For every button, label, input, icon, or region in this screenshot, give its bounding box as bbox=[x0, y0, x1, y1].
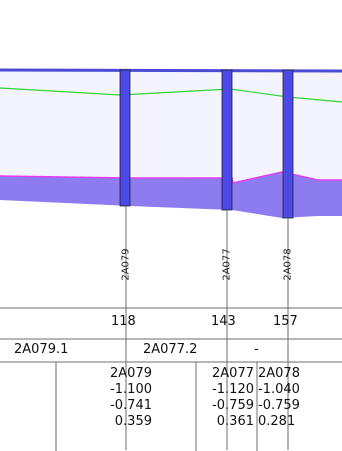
distance-2A078: 157 bbox=[273, 314, 298, 329]
node-column-2A078[interactable] bbox=[282, 69, 294, 219]
values-2A079: 2A079 -1.100 -0.741 0.359 bbox=[100, 366, 152, 430]
node-column-2A079[interactable] bbox=[119, 69, 131, 207]
cell-value: -0.759 bbox=[212, 398, 254, 413]
cell-value: 0.361 bbox=[216, 414, 254, 429]
cell-name: 2A078 bbox=[258, 366, 300, 381]
water-region bbox=[0, 70, 342, 182]
node-label-2A079: 2A079 bbox=[120, 247, 132, 281]
distance-2A079: 118 bbox=[111, 314, 136, 329]
cell-value: 0.281 bbox=[258, 414, 296, 429]
cell-name: 2A079 bbox=[110, 366, 152, 381]
cell-value: -0.741 bbox=[110, 398, 152, 413]
node-label-2A077: 2A077 bbox=[221, 247, 233, 281]
profile-id-3: - bbox=[254, 342, 259, 357]
bed-band bbox=[0, 172, 342, 218]
cell-name: 2A077 bbox=[212, 366, 254, 381]
cell-value: -1.120 bbox=[212, 382, 254, 397]
profile-id-1: 2A079.1 bbox=[14, 342, 69, 357]
cell-value: -0.759 bbox=[258, 398, 300, 413]
cell-value: 0.359 bbox=[114, 414, 152, 429]
cell-value: -1.040 bbox=[258, 382, 300, 397]
node-label-2A078: 2A078 bbox=[282, 247, 294, 281]
profile-id-2: 2A077.2 bbox=[143, 342, 198, 357]
cell-value: -1.100 bbox=[110, 382, 152, 397]
distance-2A077: 143 bbox=[211, 314, 236, 329]
values-2A078: 2A078 -1.040 -0.759 0.281 bbox=[258, 366, 308, 430]
node-column-2A077[interactable] bbox=[221, 69, 233, 211]
values-2A077: 2A077 -1.120 -0.759 0.361 bbox=[200, 366, 254, 430]
